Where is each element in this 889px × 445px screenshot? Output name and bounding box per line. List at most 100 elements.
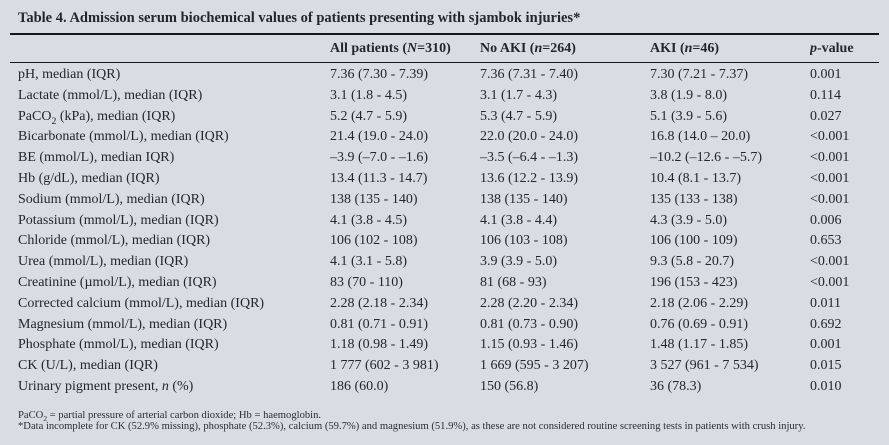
column-header-0: [10, 35, 330, 63]
column-header-4: p-value: [810, 35, 879, 63]
table-footnotes: PaCO2 = partial pressure of arterial car…: [10, 410, 879, 433]
table-row: Creatinine (µmol/L), median (IQR) 83 (70 …: [10, 273, 879, 294]
cell-all-patients: 0.81 (0.71 - 0.91): [330, 316, 428, 332]
row-label: Urea (mmol/L), median (IQR): [18, 254, 189, 270]
cell-p-value: <0.001: [810, 254, 850, 270]
cell-all-patients: 7.36 (7.30 - 7.39): [330, 67, 428, 82]
cell-aki: 0.76 (0.69 - 0.91): [650, 316, 748, 332]
cell-no-aki: 3.9 (3.9 - 5.0): [480, 254, 557, 270]
row-label: Urinary pigment present, n (%): [18, 378, 194, 394]
cell-aki: 3.8 (1.9 - 8.0): [650, 87, 727, 103]
cell-no-aki: 3.1 (1.7 - 4.3): [480, 87, 557, 103]
cell-all-patients: 2.28 (2.18 - 2.34): [330, 295, 428, 311]
row-label: Magnesium (mmol/L), median (IQR): [18, 316, 228, 332]
cell-p-value: 0.015: [810, 358, 842, 374]
cell-all-patients: 3.1 (1.8 - 4.5): [330, 87, 407, 103]
cell-no-aki: 2.28 (2.20 - 2.34): [480, 295, 578, 311]
table-row: pH, median (IQR) 7.36 (7.30 - 7.39) 7.36 (…: [10, 63, 879, 86]
cell-aki: –10.2 (–12.6 - –5.7): [650, 150, 762, 166]
table-row: BE (mmol/L), median IQR) –3.9 (–7.0 - –1.…: [10, 148, 879, 169]
table-header-row: All patients (N=310) No AKI (n=264) AKI (n…: [10, 35, 879, 63]
cell-p-value: 0.027: [810, 108, 842, 124]
cell-p-value: 0.114: [810, 87, 841, 103]
cell-all-patients: 1.18 (0.98 - 1.49): [330, 337, 428, 353]
cell-no-aki: 138 (135 - 140): [480, 191, 568, 207]
cell-aki: 1.48 (1.17 - 1.85): [650, 337, 748, 353]
cell-all-patients: 21.4 (19.0 - 24.0): [330, 129, 428, 145]
row-label: PaCO2 (kPa), median (IQR): [18, 108, 176, 127]
row-label: CK (U/L), median (IQR): [18, 358, 158, 374]
cell-no-aki: 4.1 (3.8 - 4.4): [480, 212, 557, 228]
cell-aki: 106 (100 - 109): [650, 233, 738, 249]
cell-no-aki: 1.15 (0.93 - 1.46): [480, 337, 578, 353]
cell-all-patients: 186 (60.0): [330, 378, 389, 394]
cell-aki: 36 (78.3): [650, 378, 702, 394]
cell-no-aki: 81 (68 - 93): [480, 274, 547, 290]
cell-aki: 10.4 (8.1 - 13.7): [650, 170, 741, 186]
table-row: Phosphate (mmol/L), median (IQR) 1.18 (0.…: [10, 335, 879, 356]
cell-p-value: 0.011: [810, 295, 841, 311]
cell-p-value: <0.001: [810, 191, 850, 207]
cell-no-aki: 5.3 (4.7 - 5.9): [480, 108, 557, 124]
table-body: pH, median (IQR) 7.36 (7.30 - 7.39) 7.36 (…: [10, 63, 879, 398]
cell-aki: 16.8 (14.0 – 20.0): [650, 129, 751, 145]
row-label: pH, median (IQR): [18, 67, 121, 82]
row-label: Potassium (mmol/L), median (IQR): [18, 212, 219, 228]
row-label: Hb (g/dL), median (IQR): [18, 170, 160, 186]
row-label: Creatinine (µmol/L), median (IQR): [18, 274, 217, 290]
cell-all-patients: 83 (70 - 110): [330, 274, 403, 290]
cell-p-value: <0.001: [810, 170, 850, 186]
table-row: Chloride (mmol/L), median (IQR) 106 (102 …: [10, 231, 879, 252]
cell-aki: 5.1 (3.9 - 5.6): [650, 108, 727, 124]
row-label: Phosphate (mmol/L), median (IQR): [18, 337, 219, 353]
cell-all-patients: 5.2 (4.7 - 5.9): [330, 108, 407, 124]
cell-no-aki: 22.0 (20.0 - 24.0): [480, 129, 578, 145]
table-row: CK (U/L), median (IQR) 1 777 (602 - 3 981…: [10, 356, 879, 377]
cell-aki: 3 527 (961 - 7 534): [650, 358, 759, 374]
cell-aki: 135 (133 - 138): [650, 191, 738, 207]
table-row: Corrected calcium (mmol/L), median (IQR)…: [10, 294, 879, 315]
column-header-3: AKI (n=46): [650, 35, 810, 63]
cell-no-aki: 7.36 (7.31 - 7.40): [480, 67, 578, 82]
table-row: Magnesium (mmol/L), median (IQR) 0.81 (0.…: [10, 315, 879, 336]
cell-all-patients: 138 (135 - 140): [330, 191, 418, 207]
cell-no-aki: 0.81 (0.73 - 0.90): [480, 316, 578, 332]
cell-no-aki: 106 (103 - 108): [480, 233, 568, 249]
cell-all-patients: 106 (102 - 108): [330, 233, 418, 249]
cell-aki: 4.3 (3.9 - 5.0): [650, 212, 727, 228]
table-row: Urea (mmol/L), median (IQR) 4.1 (3.1 - 5.…: [10, 252, 879, 273]
cell-p-value: 0.006: [810, 212, 842, 228]
footnote-0: PaCO2 = partial pressure of arterial car…: [18, 409, 322, 423]
row-label: Corrected calcium (mmol/L), median (IQR): [18, 295, 265, 311]
cell-all-patients: 13.4 (11.3 - 14.7): [330, 170, 428, 186]
cell-aki: 2.18 (2.06 - 2.29): [650, 295, 748, 311]
cell-all-patients: 4.1 (3.1 - 5.8): [330, 254, 407, 270]
cell-p-value: <0.001: [810, 129, 850, 145]
table-row: Potassium (mmol/L), median (IQR) 4.1 (3.8…: [10, 211, 879, 232]
cell-aki: 196 (153 - 423): [650, 274, 738, 290]
row-label: BE (mmol/L), median IQR): [18, 150, 175, 166]
cell-all-patients: 1 777 (602 - 3 981): [330, 358, 439, 374]
paper-table-page: Table 4. Admission serum biochemical val…: [10, 7, 879, 433]
cell-p-value: <0.001: [810, 274, 850, 290]
row-label: Sodium (mmol/L), median (IQR): [18, 191, 205, 207]
table-row: PaCO2 (kPa), median (IQR) 5.2 (4.7 - 5.9)…: [10, 107, 879, 128]
cell-aki: 7.30 (7.21 - 7.37): [650, 67, 748, 82]
table-row: Lactate (mmol/L), median (IQR) 3.1 (1.8 -…: [10, 86, 879, 107]
cell-p-value: 0.001: [810, 337, 842, 353]
row-label: Chloride (mmol/L), median (IQR): [18, 233, 211, 249]
table-row: Bicarbonate (mmol/L), median (IQR) 21.4 (…: [10, 127, 879, 148]
cell-no-aki: –3.5 (–6.4 - –1.3): [480, 150, 578, 166]
cell-p-value: 0.653: [810, 233, 842, 249]
table-row: Urinary pigment present, n (%) 186 (60.0)…: [10, 377, 879, 398]
cell-all-patients: 4.1 (3.8 - 4.5): [330, 212, 407, 228]
table-title: Table 4. Admission serum biochemical val…: [10, 7, 879, 35]
cell-no-aki: 150 (56.8): [480, 378, 539, 394]
row-label: Lactate (mmol/L), median (IQR): [18, 87, 203, 103]
table-row: Hb (g/dL), median (IQR) 13.4 (11.3 - 14.7…: [10, 169, 879, 190]
footnote-1: *Data incomplete for CK (52.9% missing),…: [18, 421, 806, 433]
cell-aki: 9.3 (5.8 - 20.7): [650, 254, 734, 270]
column-header-1: All patients (N=310): [330, 35, 480, 63]
cell-p-value: 0.692: [810, 316, 842, 332]
cell-p-value: 0.001: [810, 67, 842, 82]
